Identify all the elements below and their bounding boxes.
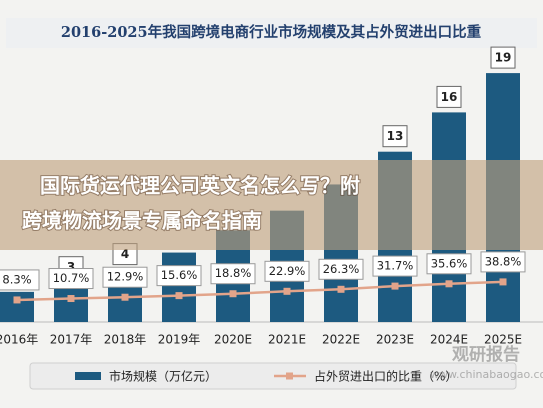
line-label-box [372, 255, 418, 277]
line-marker [13, 296, 21, 304]
chart-title: 2016-2025年我国跨境电商行业市场规模及其占外贸进出口比重 [61, 23, 482, 41]
line-label: 22.9% [269, 264, 306, 278]
x-tick-label: 2020E [214, 333, 252, 347]
line-label-box [264, 260, 310, 282]
line-marker [283, 287, 291, 295]
x-tick-label: 2019年 [158, 333, 201, 347]
line-marker [175, 292, 183, 300]
line-label: 8.3% [2, 272, 31, 286]
banner [0, 160, 543, 250]
line-label: 26.3% [323, 262, 360, 276]
bar-label: 16 [441, 90, 458, 104]
line-marker [391, 282, 399, 290]
line-marker [121, 293, 129, 301]
banner-text: 跨境物流场景专属命名指南 [22, 209, 262, 233]
line-label-box [156, 265, 202, 287]
line-marker [229, 290, 237, 298]
legend-swatch-marker [286, 372, 293, 380]
bar [54, 282, 88, 322]
x-tick-label: 2016年 [0, 333, 38, 347]
line-label: 18.8% [215, 266, 252, 280]
line-label-box [48, 268, 94, 290]
line-marker [499, 278, 507, 286]
legend-swatch [75, 372, 101, 380]
legend-label: 占外贸进出口的比重（%） [314, 369, 457, 384]
line-label-box [102, 266, 148, 288]
bar [0, 291, 34, 322]
line-label: 10.7% [53, 271, 90, 285]
line-label-box [480, 251, 526, 273]
bar-label-box [436, 85, 462, 108]
x-tick-label: 2022E [322, 333, 360, 347]
bar [162, 252, 196, 322]
line-marker [445, 280, 453, 288]
watermark: www.chinabaogao.com [430, 368, 543, 381]
x-tick-label: 2025E [484, 333, 522, 347]
x-tick-label: 2018年 [104, 333, 147, 347]
bar-label-box [382, 125, 408, 148]
line-label: 12.9% [107, 270, 144, 284]
line-marker [337, 285, 345, 293]
x-tick-label: 2023E [376, 333, 414, 347]
line-label: 31.7% [377, 259, 414, 273]
line-label-box [318, 258, 364, 280]
line [16, 280, 504, 302]
watermark: 观研报告 [451, 344, 520, 365]
line-label-box [210, 263, 256, 285]
bar-label: 3 [67, 260, 75, 274]
line-label-box [426, 253, 472, 275]
line-marker [67, 295, 75, 303]
bar-label: 4 [121, 247, 129, 261]
line-label-box [0, 269, 40, 291]
legend-box [29, 362, 517, 390]
line-label: 35.6% [431, 256, 468, 270]
bar-label-box [490, 46, 516, 69]
title-box [6, 18, 537, 48]
legend-label: 市场规模（万亿元） [109, 369, 217, 384]
x-tick-label: 2021E [268, 333, 306, 347]
line-label: 38.8% [485, 254, 522, 268]
banner-text: 国际货运代理公司英文名怎么写？附 [40, 174, 360, 198]
bar-label: 13 [387, 129, 404, 143]
bar-label: 19 [495, 51, 512, 65]
x-tick-label: 2024E [430, 333, 468, 347]
line-label: 15.6% [161, 268, 198, 282]
x-tick-label: 2017年 [50, 333, 93, 347]
